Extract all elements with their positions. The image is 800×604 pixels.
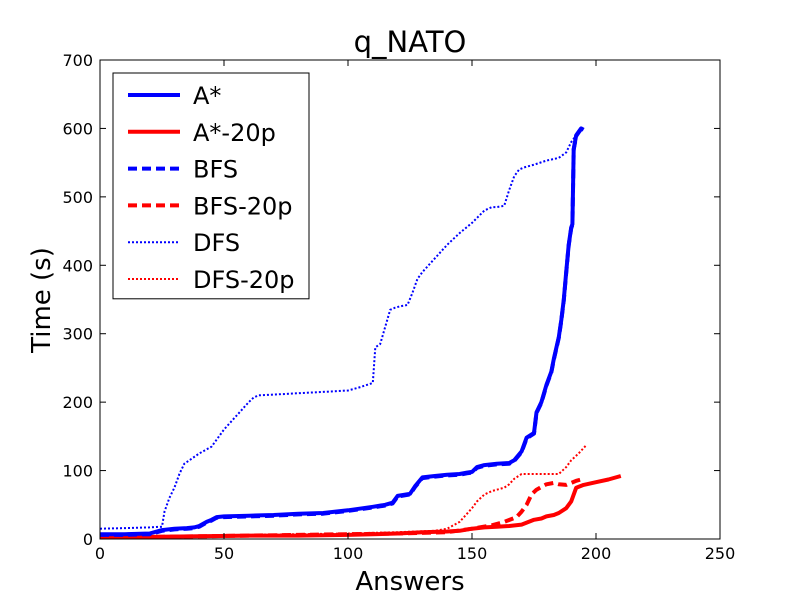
y-tick-label: 400 [62, 256, 93, 275]
legend-label: DFS [193, 229, 240, 257]
legend-label: BFS-20p [193, 192, 293, 220]
chart-title: q_NATO [354, 25, 467, 59]
y-tick-label: 500 [62, 188, 93, 207]
x-tick-label: 250 [705, 544, 736, 563]
x-axis-label: Answers [355, 567, 464, 597]
legend-label: A*-20p [193, 119, 276, 147]
y-tick-label: 300 [62, 325, 93, 344]
x-tick-label: 0 [95, 544, 105, 563]
series-line-bfs [100, 127, 585, 537]
plot-area [99, 59, 721, 540]
y-tick-label: 0 [83, 530, 93, 549]
y-tick-label: 700 [62, 51, 93, 70]
series-line-dfs [100, 127, 582, 530]
plot-frame [99, 59, 721, 540]
x-tick-label: 200 [581, 544, 612, 563]
x-tick-label: 150 [457, 544, 488, 563]
legend: A* A*-20p BFS BFS-20p DFS DFS-20p [112, 72, 310, 300]
y-axis-label: Time (s) [27, 247, 57, 354]
y-tick-label: 100 [62, 462, 93, 481]
series-line-a-star-20p [100, 474, 622, 539]
axis-ticks: 0 50 100 150 200 250 0 100 200 300 400 500 600 700 [62, 51, 735, 563]
x-tick-label: 50 [214, 544, 234, 563]
legend-label: DFS-20p [193, 266, 295, 294]
series-lines [100, 126, 622, 539]
series-line-dfs-20p [100, 444, 587, 538]
y-tick-label: 200 [62, 393, 93, 412]
x-tick-label: 100 [333, 544, 364, 563]
legend-box [112, 72, 310, 300]
y-tick-label: 600 [62, 119, 93, 138]
legend-label: A* [193, 82, 221, 110]
legend-label: BFS [193, 156, 238, 184]
series-line-bfs-20p [100, 476, 585, 539]
